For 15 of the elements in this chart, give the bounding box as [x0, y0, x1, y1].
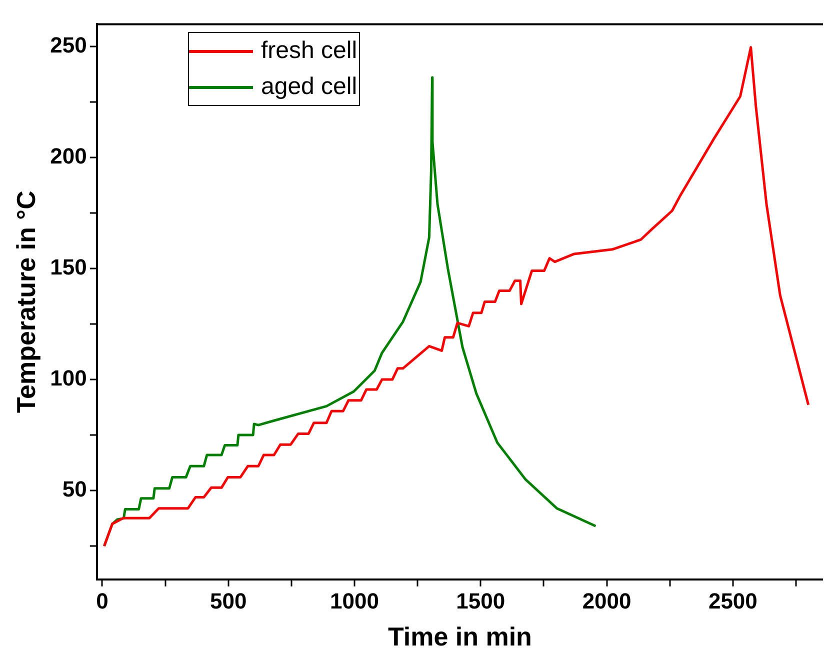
legend-label: aged cell [261, 73, 358, 101]
x-tick-label: 500 [210, 588, 247, 614]
x-axis-title: Time in min [388, 622, 532, 652]
x-tick-label: 1000 [330, 588, 379, 614]
x-tick-label: 2500 [708, 588, 758, 614]
y-tick-label: 150 [50, 254, 87, 280]
legend-label: fresh cell [261, 37, 358, 65]
y-axis-title: Temperature in °C [10, 190, 41, 413]
y-tick-label: 50 [62, 476, 87, 502]
x-tick-label: 2000 [582, 588, 632, 614]
x-tick-label: 1500 [456, 588, 506, 614]
y-tick-label: 200 [50, 144, 87, 169]
y-tick-label: 250 [50, 32, 87, 58]
y-tick-label: 100 [50, 366, 87, 391]
x-tick-label: 0 [96, 588, 108, 614]
